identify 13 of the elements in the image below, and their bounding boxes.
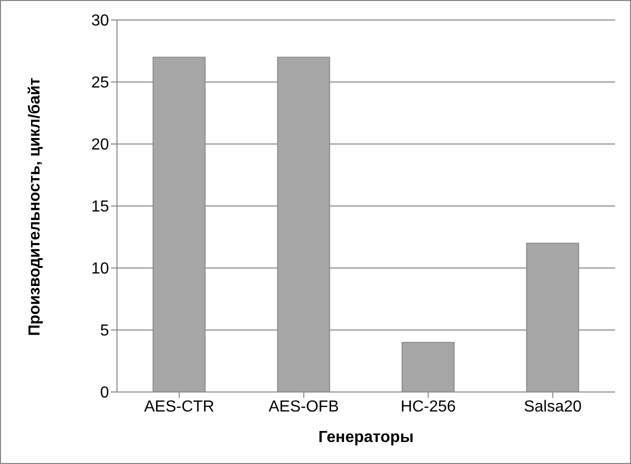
x-axis-title: Генераторы (318, 429, 414, 446)
x-tick-label: AES-CTR (144, 398, 214, 416)
y-tick-label: 25 (91, 74, 110, 92)
y-tick-label: 5 (100, 322, 110, 340)
y-tick-label: 0 (100, 384, 110, 402)
y-tick-label: 20 (91, 136, 110, 154)
y-tick-label: 15 (91, 198, 110, 216)
x-tick-label: Salsa20 (524, 398, 582, 416)
x-tick-label: AES-OFB (268, 398, 339, 416)
y-tick-label: 30 (91, 12, 110, 30)
y-tick-label: 10 (91, 260, 110, 278)
y-axis-title: Производительность, цикл/байт (26, 77, 44, 336)
x-tick-label: HC-256 (400, 398, 456, 416)
